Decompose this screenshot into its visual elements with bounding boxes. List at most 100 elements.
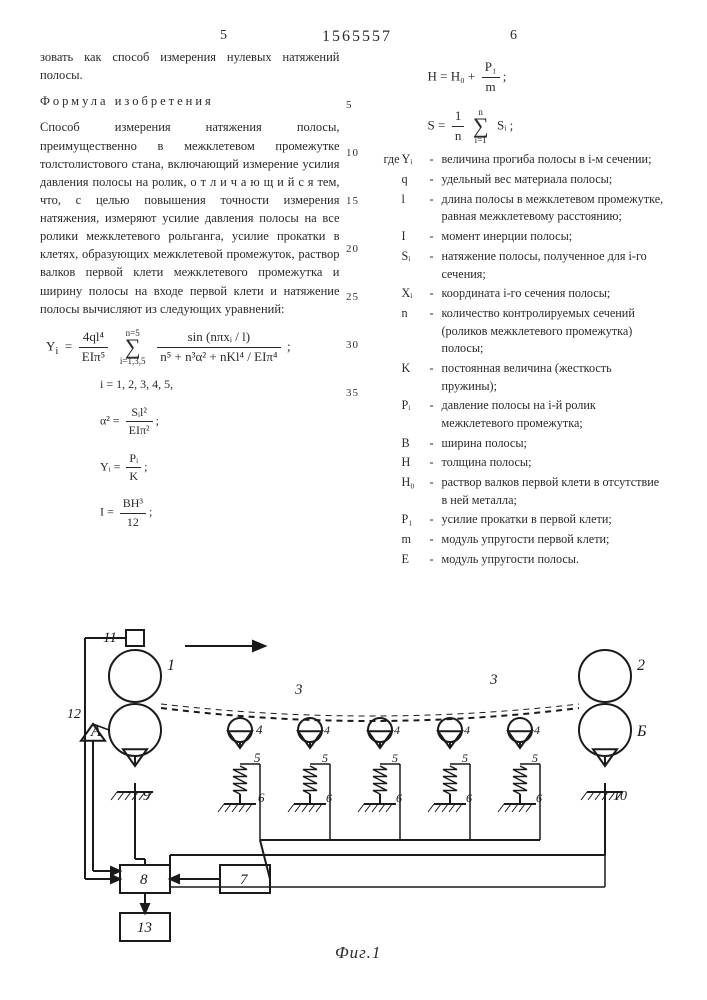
def-text: модуль упругости первой клети;	[442, 531, 668, 549]
eq-den: n⁵ + n³α² + nKl⁴ / EIπ⁴	[157, 348, 280, 367]
sum-lower: i=1,3,5	[120, 356, 146, 366]
def-lead	[368, 531, 402, 549]
def-lead	[368, 551, 402, 569]
def-dash: -	[430, 360, 442, 395]
svg-text:4: 4	[324, 723, 330, 737]
def-text: длина полосы в межклетевом промежутке, р…	[442, 191, 668, 226]
def-text: количество контролируемых сечений (ролик…	[442, 305, 668, 358]
claim-text: Способ измерения натяжения полосы, преим…	[40, 118, 340, 317]
def-text: толщина полосы;	[442, 454, 668, 472]
svg-text:13: 13	[137, 920, 152, 936]
def-lead	[368, 228, 402, 246]
svg-text:5: 5	[392, 751, 398, 765]
def-symbol: H₀	[402, 474, 430, 509]
def-text: давление полосы на i-й ролик межклетевог…	[442, 397, 668, 432]
eq-frac: Pᵢ K	[126, 450, 141, 486]
column-right: H = H₀ + P₁ m ; S = 1 n n ∑ i=1 Sᵢ ;	[368, 48, 668, 571]
def-symbol: I	[402, 228, 430, 246]
def-symbol: l	[402, 191, 430, 226]
definition-row: m-модуль упругости первой клети;	[368, 531, 668, 549]
eq-num: sin (nπxᵢ / l)	[157, 328, 280, 348]
eq-sym: Y	[46, 338, 55, 353]
def-dash: -	[430, 305, 442, 358]
def-symbol: n	[402, 305, 430, 358]
svg-text:4: 4	[534, 723, 540, 737]
equation-i-range: i = 1, 2, 3, 4, 5,	[100, 376, 340, 393]
claims-heading: Формула изобретения	[40, 92, 340, 110]
svg-text:12: 12	[67, 707, 81, 722]
svg-text:4: 4	[394, 723, 400, 737]
def-text: модуль упругости полосы.	[442, 551, 668, 569]
def-lead	[368, 360, 402, 395]
definition-row: Sᵢ-натяжение полосы, полученное для i-го…	[368, 248, 668, 283]
definition-row: n-количество контролируемых сечений (рол…	[368, 305, 668, 358]
def-dash: -	[430, 511, 442, 529]
eq-den: K	[126, 468, 141, 485]
figure-svg: 1112АБ91012334564564564564567813	[35, 610, 675, 945]
def-text: величина прогиба полосы в i-м сечении;	[442, 151, 668, 169]
svg-text:7: 7	[240, 872, 249, 888]
eq-den: EIπ²	[126, 422, 153, 439]
def-dash: -	[430, 551, 442, 569]
definition-row: q-удельный вес материала полосы;	[368, 171, 668, 189]
def-lead	[368, 511, 402, 529]
def-lead	[368, 248, 402, 283]
definition-row: E-модуль упругости полосы.	[368, 551, 668, 569]
def-symbol: Xᵢ	[402, 285, 430, 303]
def-text: усилие прокатки в первой клети;	[442, 511, 668, 529]
definition-row: l-длина полосы в межклетевом промежутке,…	[368, 191, 668, 226]
def-symbol: Pᵢ	[402, 397, 430, 432]
def-symbol: Sᵢ	[402, 248, 430, 283]
doc-id: 1565557	[322, 28, 392, 46]
def-text: натяжение полосы, полученное для i-го се…	[442, 248, 668, 283]
svg-text:4: 4	[256, 722, 263, 737]
eq-den: EIπ⁵	[79, 348, 108, 367]
intro-tail: зовать как способ измерения нулевых натя…	[40, 48, 340, 84]
svg-text:6: 6	[466, 791, 472, 805]
def-dash: -	[430, 397, 442, 432]
def-symbol: K	[402, 360, 430, 395]
def-symbol: Yᵢ	[402, 151, 430, 169]
equation-alpha: α² = Sᵢl² EIπ² ;	[100, 404, 340, 440]
def-text: момент инерции полосы;	[442, 228, 668, 246]
definition-row: B-ширина полосы;	[368, 435, 668, 453]
def-text: ширина полосы;	[442, 435, 668, 453]
def-lead	[368, 305, 402, 358]
equation-S: S = 1 n n ∑ i=1 Sᵢ ;	[428, 107, 668, 146]
eq-den: n	[452, 127, 465, 146]
definition-row: I-момент инерции полосы;	[368, 228, 668, 246]
def-dash: -	[430, 171, 442, 189]
svg-text:Б: Б	[636, 723, 647, 740]
def-dash: -	[430, 248, 442, 283]
def-dash: -	[430, 474, 442, 509]
def-lead: где	[368, 151, 402, 169]
definition-row: H-толщина полосы;	[368, 454, 668, 472]
definition-row: Pᵢ-давление полосы на i-й ролик межклете…	[368, 397, 668, 432]
summation: n ∑ i=1	[471, 107, 491, 145]
sum-lower: i=1	[473, 135, 489, 145]
svg-text:6: 6	[536, 791, 542, 805]
def-symbol: E	[402, 551, 430, 569]
svg-text:4: 4	[464, 723, 470, 737]
eq-sub: i	[55, 345, 58, 357]
definition-row: K-постоянная величина (жесткость пружины…	[368, 360, 668, 395]
def-symbol: m	[402, 531, 430, 549]
eq-frac: P₁ m	[482, 58, 500, 97]
eq-frac: 1 n	[452, 107, 465, 146]
two-column-body: зовать как способ измерения нулевых натя…	[40, 48, 667, 571]
page-num-left: 5	[220, 28, 228, 44]
svg-text:5: 5	[322, 751, 328, 765]
eq-main-frac: sin (nπxᵢ / l) n⁵ + n³α² + nKl⁴ / EIπ⁴	[157, 328, 280, 367]
def-dash: -	[430, 285, 442, 303]
eq-frac: BH³ 12	[120, 495, 146, 531]
eq-lhs: I =	[100, 505, 114, 519]
def-dash: -	[430, 191, 442, 226]
figure-1: 1112АБ91012334564564564564567813 Фиг.1	[35, 610, 675, 965]
summation: n=5 ∑ i=1,3,5	[118, 328, 148, 366]
def-lead	[368, 191, 402, 226]
def-lead	[368, 397, 402, 432]
def-dash: -	[430, 228, 442, 246]
svg-text:9: 9	[143, 789, 150, 804]
svg-text:6: 6	[326, 791, 332, 805]
def-text: раствор валков первой клети в отсутствие…	[442, 474, 668, 509]
